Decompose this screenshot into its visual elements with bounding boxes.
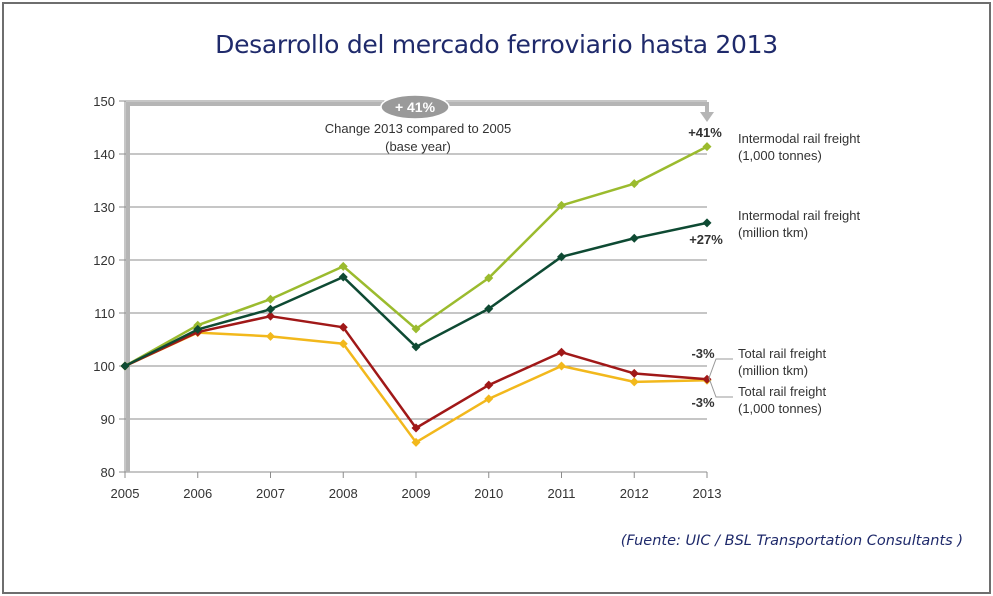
legend-intermodal-tonnes-line-1: Intermodal rail freight <box>738 131 860 146</box>
x-tick-label: 2010 <box>474 486 503 501</box>
legend-total-tonnes-line-2: (1,000 tonnes) <box>738 401 822 416</box>
change-bracket: + 41% Change 2013 compared to 2005 (base… <box>126 94 714 472</box>
data-point <box>338 261 348 271</box>
y-tick-label: 110 <box>94 306 115 321</box>
data-point <box>266 294 275 304</box>
x-tick-label: 2012 <box>620 486 649 501</box>
data-point <box>266 311 275 321</box>
bracket-text-line-2: (base year) <box>385 139 451 154</box>
data-point <box>702 142 712 152</box>
data-point <box>266 331 275 341</box>
data-point <box>338 339 348 349</box>
x-tick-label: 2006 <box>183 486 212 501</box>
x-tick-label: 2009 <box>402 486 431 501</box>
data-point <box>338 322 348 332</box>
data-point <box>557 347 566 357</box>
data-point <box>557 252 566 262</box>
data-point <box>193 324 203 334</box>
bracket-line <box>126 102 709 472</box>
legend-total-tonnes-line-1: Total rail freight <box>738 384 827 399</box>
series-labels: +41% +27% -3% -3% Intermodal rail freigh… <box>688 125 860 416</box>
x-tick-label: 2013 <box>693 486 722 501</box>
change-label-intermodal-tkm: +27% <box>689 232 723 247</box>
data-point <box>484 273 494 283</box>
data-point <box>484 380 494 390</box>
x-tick-label: 2005 <box>111 486 140 501</box>
x-tick-label: 2008 <box>329 486 358 501</box>
x-axis-ticks: 2005 2006 2007 2008 2009 2010 2011 2012 2013 <box>111 472 722 501</box>
data-point <box>338 272 348 282</box>
change-badge-text: + 41% <box>395 99 436 115</box>
data-point <box>411 324 421 334</box>
bracket-arrow-icon <box>700 112 714 122</box>
data-point <box>484 304 494 314</box>
y-tick-label: 140 <box>93 147 115 162</box>
data-point <box>629 233 639 243</box>
series-0 <box>120 142 712 371</box>
gridlines <box>119 100 707 473</box>
y-tick-label: 80 <box>101 465 115 480</box>
y-axis-ticks: 80 90 100 110 120 130 140 150 <box>93 94 115 480</box>
series-lines <box>120 142 712 447</box>
source-note: (Fuente: UIC / BSL Transportation Consul… <box>620 533 963 549</box>
y-tick-label: 90 <box>101 412 115 427</box>
legend-intermodal-tkm-line-2: (million tkm) <box>738 225 808 240</box>
data-point <box>557 200 566 210</box>
legend-intermodal-tonnes-line-2: (1,000 tonnes) <box>738 148 822 163</box>
data-point <box>411 437 421 447</box>
legend-total-tkm-line-2: (million tkm) <box>738 363 808 378</box>
data-point <box>120 361 130 371</box>
data-point <box>629 368 639 378</box>
data-point <box>629 377 639 387</box>
change-label-total-tkm: -3% <box>691 346 715 361</box>
change-label-intermodal-tonnes: +41% <box>688 125 722 140</box>
legend-intermodal-tkm-line-1: Intermodal rail freight <box>738 208 860 223</box>
change-label-total-tonnes: -3% <box>691 395 715 410</box>
label-connector <box>708 358 733 398</box>
data-point <box>702 218 712 228</box>
y-tick-label: 150 <box>93 94 115 109</box>
legend-total-tkm-line-1: Total rail freight <box>738 346 827 361</box>
y-tick-label: 120 <box>93 253 115 268</box>
data-point <box>266 304 275 314</box>
data-point <box>484 394 494 404</box>
change-badge <box>380 94 450 120</box>
data-point <box>411 423 421 433</box>
y-tick-label: 100 <box>93 359 115 374</box>
bracket-text-line-1: Change 2013 compared to 2005 <box>325 121 511 136</box>
data-point <box>557 361 566 371</box>
data-point <box>629 179 639 189</box>
x-tick-label: 2011 <box>548 486 576 501</box>
chart-title: Desarrollo del mercado ferroviario hasta… <box>215 30 778 59</box>
series-1 <box>120 218 712 371</box>
data-point <box>411 342 421 352</box>
y-tick-label: 130 <box>93 200 115 215</box>
x-tick-label: 2007 <box>256 486 285 501</box>
